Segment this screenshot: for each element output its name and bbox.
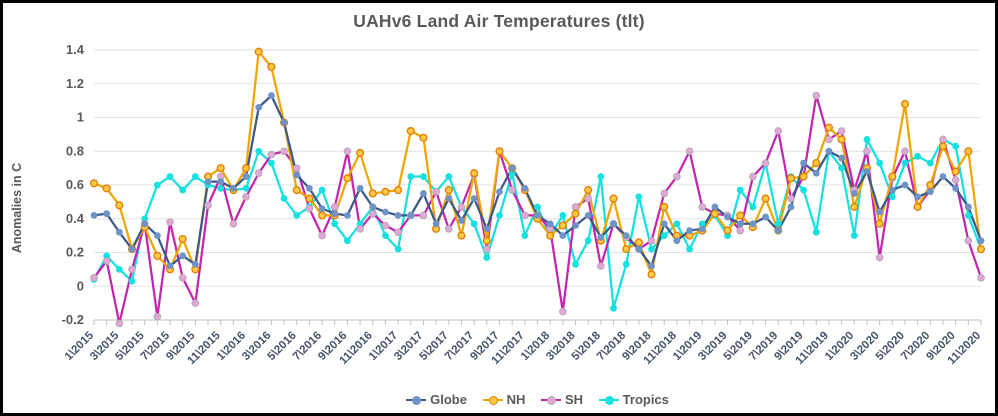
svg-text:0.4: 0.4 — [66, 211, 85, 226]
svg-text:1.4: 1.4 — [66, 42, 85, 57]
svg-text:0.6: 0.6 — [66, 177, 84, 192]
svg-text:1.2: 1.2 — [66, 76, 84, 91]
svg-text:1: 1 — [77, 110, 84, 125]
svg-text:0: 0 — [77, 278, 84, 293]
svg-text:0.8: 0.8 — [66, 143, 84, 158]
svg-text:-0.2: -0.2 — [62, 312, 84, 327]
svg-text:0.2: 0.2 — [66, 245, 84, 260]
